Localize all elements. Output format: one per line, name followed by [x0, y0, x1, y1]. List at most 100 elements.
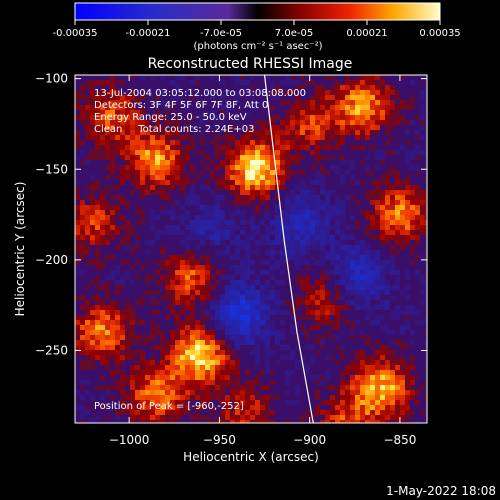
heatmap-cell — [290, 370, 295, 375]
heatmap-cell — [315, 160, 320, 165]
heatmap-cell — [185, 390, 190, 395]
heatmap-cell — [185, 160, 190, 165]
heatmap-cell — [110, 350, 115, 355]
heatmap-cell — [100, 190, 105, 195]
heatmap-cell — [155, 145, 160, 150]
heatmap-cell — [200, 385, 205, 390]
heatmap-cell — [310, 230, 315, 235]
heatmap-cell — [285, 100, 290, 105]
heatmap-cell — [160, 345, 165, 350]
heatmap-cell — [75, 260, 80, 265]
heatmap-cell — [315, 85, 320, 90]
heatmap-cell — [175, 140, 180, 145]
x-tick-label-2: −900 — [293, 433, 326, 447]
heatmap-cell — [190, 320, 195, 325]
heatmap-cell — [105, 295, 110, 300]
heatmap-cell — [260, 410, 265, 415]
heatmap-cell — [355, 90, 360, 95]
heatmap-cell — [420, 195, 425, 200]
heatmap-cell — [195, 75, 200, 80]
heatmap-cell — [115, 330, 120, 335]
heatmap-cell — [200, 310, 205, 315]
heatmap-cell — [205, 165, 210, 170]
heatmap-cell — [75, 145, 80, 150]
heatmap-cell — [185, 120, 190, 125]
heatmap-cell — [235, 75, 240, 80]
colorbar-units: (photons cm⁻² s⁻¹ asec⁻²) — [193, 41, 322, 52]
heatmap-cell — [95, 125, 100, 130]
heatmap-cell — [360, 260, 365, 265]
heatmap-cell — [245, 270, 250, 275]
heatmap-cell — [305, 250, 310, 255]
heatmap-cell — [220, 415, 225, 420]
heatmap-cell — [160, 335, 165, 340]
heatmap-cell — [385, 95, 390, 100]
heatmap-cell — [260, 195, 265, 200]
heatmap-cell — [125, 330, 130, 335]
heatmap-cell — [290, 225, 295, 230]
heatmap-cell — [190, 375, 195, 380]
heatmap-cell — [385, 305, 390, 310]
heatmap-cell — [195, 270, 200, 275]
heatmap-cell — [380, 345, 385, 350]
heatmap-cell — [150, 145, 155, 150]
heatmap-cell — [120, 100, 125, 105]
heatmap-cell — [345, 285, 350, 290]
heatmap-cell — [355, 410, 360, 415]
heatmap-cell — [310, 225, 315, 230]
heatmap-cell — [315, 125, 320, 130]
heatmap-cell — [340, 250, 345, 255]
heatmap-cell — [390, 220, 395, 225]
heatmap-cell — [280, 175, 285, 180]
heatmap-cell — [370, 220, 375, 225]
heatmap-cell — [375, 80, 380, 85]
heatmap-cell — [175, 145, 180, 150]
heatmap-cell — [245, 280, 250, 285]
heatmap-cell — [155, 185, 160, 190]
heatmap-cell — [330, 335, 335, 340]
heatmap-cell — [95, 335, 100, 340]
heatmap-cell — [155, 270, 160, 275]
heatmap-cell — [75, 295, 80, 300]
heatmap-cell — [350, 410, 355, 415]
heatmap-cell — [95, 385, 100, 390]
heatmap-cell — [400, 380, 405, 385]
heatmap-cell — [400, 120, 405, 125]
heatmap-cell — [215, 340, 220, 345]
heatmap-cell — [310, 210, 315, 215]
heatmap-cell — [300, 135, 305, 140]
heatmap-cell — [365, 265, 370, 270]
heatmap-cell — [250, 350, 255, 355]
heatmap-cell — [110, 90, 115, 95]
heatmap-cell — [280, 160, 285, 165]
heatmap-cell — [305, 370, 310, 375]
heatmap-cell — [365, 355, 370, 360]
heatmap-cell — [410, 200, 415, 205]
heatmap-cell — [185, 280, 190, 285]
heatmap-cell — [390, 330, 395, 335]
heatmap-cell — [210, 140, 215, 145]
heatmap-cell — [335, 200, 340, 205]
heatmap-cell — [225, 410, 230, 415]
heatmap-cell — [330, 105, 335, 110]
heatmap-cell — [130, 400, 135, 405]
heatmap-cell — [120, 360, 125, 365]
heatmap-cell — [170, 160, 175, 165]
heatmap-cell — [250, 75, 255, 80]
heatmap-cell — [80, 320, 85, 325]
heatmap-cell — [115, 105, 120, 110]
heatmap-cell — [325, 110, 330, 115]
heatmap-cell — [210, 390, 215, 395]
heatmap-cell — [355, 300, 360, 305]
heatmap-cell — [245, 235, 250, 240]
heatmap-cell — [395, 420, 400, 423]
heatmap-cell — [390, 295, 395, 300]
heatmap-cell — [325, 410, 330, 415]
heatmap-cell — [100, 240, 105, 245]
heatmap-cell — [110, 210, 115, 215]
heatmap-cell — [85, 315, 90, 320]
heatmap-cell — [110, 275, 115, 280]
heatmap-cell — [140, 335, 145, 340]
heatmap-cell — [180, 370, 185, 375]
heatmap-cell — [345, 130, 350, 135]
